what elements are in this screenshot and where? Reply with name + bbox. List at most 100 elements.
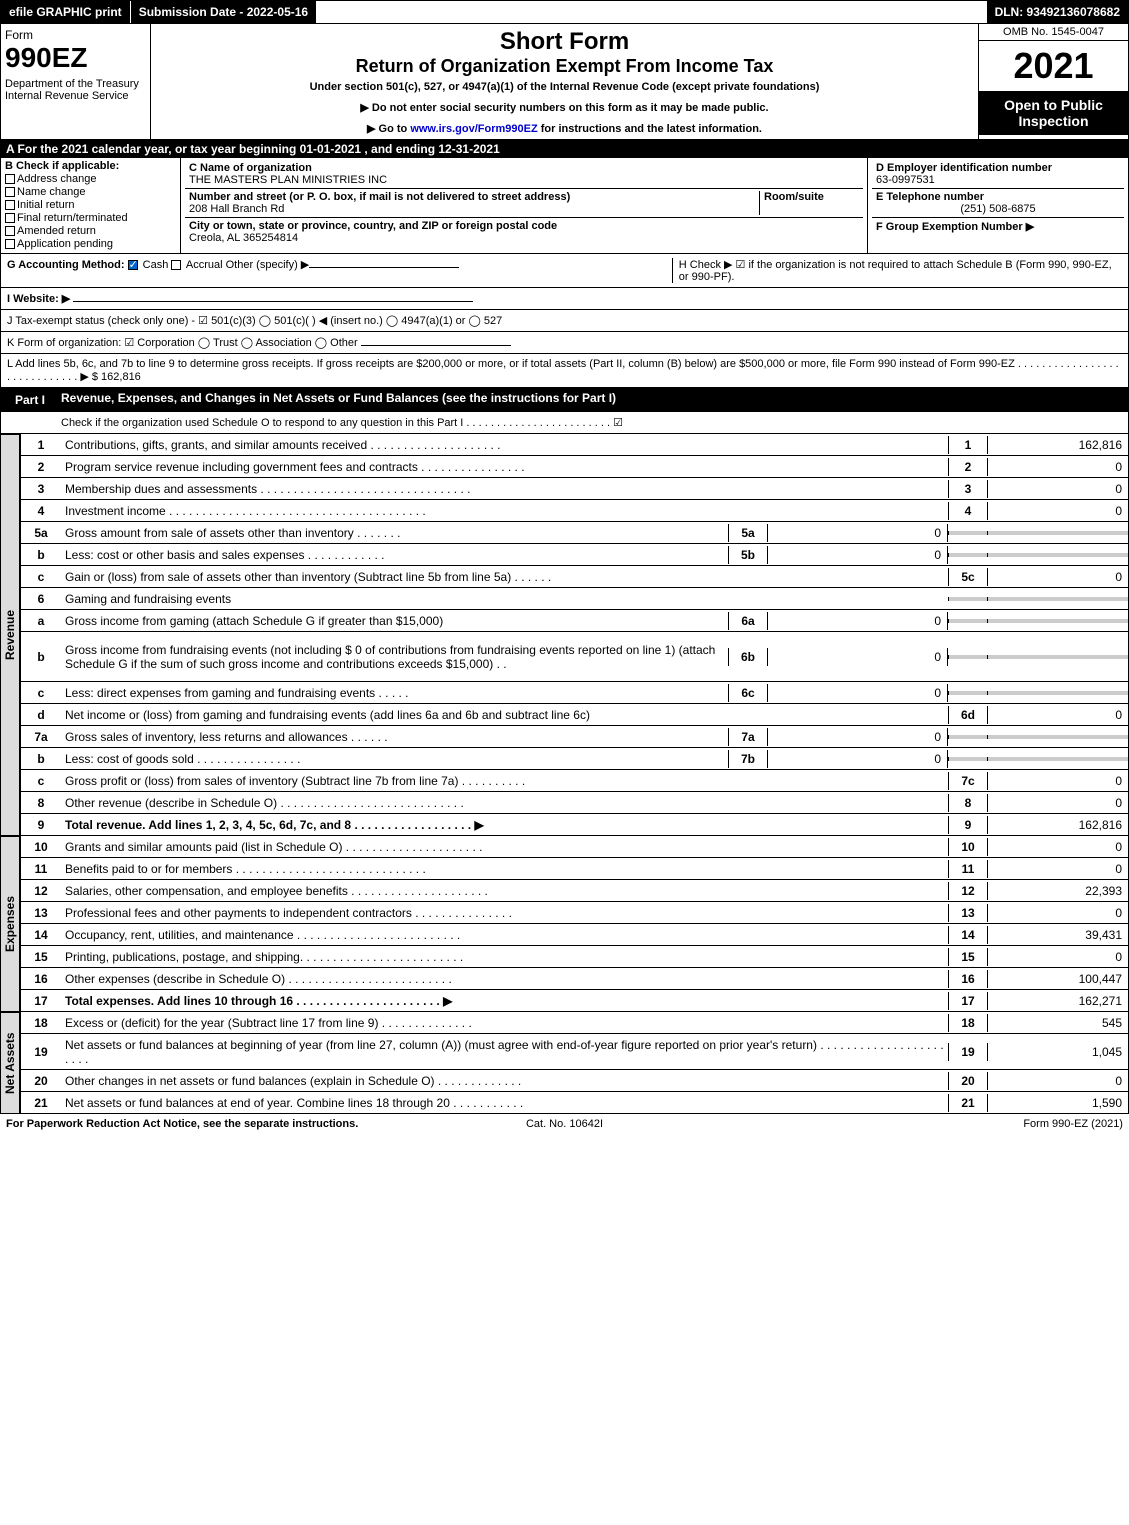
line-3-desc: Membership dues and assessments . . . . … — [61, 480, 948, 498]
line-12-num: 12 — [948, 882, 988, 900]
line-16-desc: Other expenses (describe in Schedule O) … — [61, 970, 948, 988]
line-17-num: 17 — [948, 992, 988, 1010]
line-17-amount: 162,271 — [988, 992, 1128, 1010]
final-return-checkbox[interactable] — [5, 213, 15, 223]
instructions-link-line: ▶ Go to www.irs.gov/Form990EZ for instru… — [155, 122, 974, 135]
line-2-amount: 0 — [988, 458, 1128, 476]
city-label: City or town, state or province, country… — [189, 220, 859, 232]
city-state-zip: Creola, AL 365254814 — [189, 232, 859, 244]
efile-print-button[interactable]: efile GRAPHIC print — [1, 1, 131, 23]
line-5a-subval: 0 — [768, 524, 948, 542]
line-6d-desc: Net income or (loss) from gaming and fun… — [61, 706, 948, 724]
line-13-amount: 0 — [988, 904, 1128, 922]
accounting-method-label: G Accounting Method: — [7, 259, 125, 271]
other-method-label: Other (specify) ▶ — [226, 259, 310, 271]
line-4-amount: 0 — [988, 502, 1128, 520]
line-19-num: 19 — [948, 1043, 988, 1061]
street-address: 208 Hall Branch Rd — [189, 203, 759, 215]
line-13-desc: Professional fees and other payments to … — [61, 904, 948, 922]
room-suite-label: Room/suite — [764, 191, 859, 203]
section-note: Under section 501(c), 527, or 4947(a)(1)… — [155, 81, 974, 93]
line-16-num: 16 — [948, 970, 988, 988]
line-6d-num: 6d — [948, 706, 988, 724]
line-9-desc: Total revenue. Add lines 1, 2, 3, 4, 5c,… — [61, 816, 948, 834]
line-1-num: 1 — [948, 436, 988, 454]
cash-checkbox[interactable] — [128, 260, 138, 270]
address-change-checkbox[interactable] — [5, 174, 15, 184]
department-label: Department of the Treasury Internal Reve… — [5, 78, 146, 102]
line-6b-subval: 0 — [768, 648, 948, 666]
line-12-desc: Salaries, other compensation, and employ… — [61, 882, 948, 900]
instructions-link[interactable]: www.irs.gov/Form990EZ — [410, 123, 537, 135]
accrual-checkbox[interactable] — [171, 260, 181, 270]
part-i-header: Part I Revenue, Expenses, and Changes in… — [0, 388, 1129, 412]
line-14-num: 14 — [948, 926, 988, 944]
line-6-desc: Gaming and fundraising events — [61, 590, 948, 608]
ein-value: 63-0997531 — [876, 174, 1120, 186]
group-exemption-label: F Group Exemption Number ▶ — [876, 220, 1120, 233]
footer-form-ref: Form 990-EZ (2021) — [751, 1118, 1123, 1130]
part-i-check: Check if the organization used Schedule … — [0, 412, 1129, 434]
line-18-num: 18 — [948, 1014, 988, 1032]
line-6b-sub: 6b — [728, 648, 768, 666]
section-b-label: B Check if applicable: — [5, 160, 176, 172]
line-7b-subval: 0 — [768, 750, 948, 768]
initial-return-label: Initial return — [17, 199, 74, 211]
application-pending-label: Application pending — [17, 238, 113, 250]
top-bar: efile GRAPHIC print Submission Date - 20… — [0, 0, 1129, 24]
telephone-value: (251) 508-6875 — [876, 203, 1120, 215]
form-subtitle: Return of Organization Exempt From Incom… — [155, 56, 974, 77]
public-inspection-badge: Open to Public Inspection — [979, 91, 1128, 135]
name-change-checkbox[interactable] — [5, 187, 15, 197]
line-10-desc: Grants and similar amounts paid (list in… — [61, 838, 948, 856]
line-8-desc: Other revenue (describe in Schedule O) .… — [61, 794, 948, 812]
section-d-e-f: D Employer identification number 63-0997… — [868, 158, 1128, 253]
line-5c-amount: 0 — [988, 568, 1128, 586]
line-16-amount: 100,447 — [988, 970, 1128, 988]
line-8-amount: 0 — [988, 794, 1128, 812]
address-change-label: Address change — [17, 173, 97, 185]
footer-paperwork-notice: For Paperwork Reduction Act Notice, see … — [6, 1118, 378, 1130]
line-2-desc: Program service revenue including govern… — [61, 458, 948, 476]
line-5b-desc: Less: cost or other basis and sales expe… — [61, 546, 728, 564]
omb-number: OMB No. 1545-0047 — [979, 24, 1128, 41]
line-3-num: 3 — [948, 480, 988, 498]
net-assets-side-label: Net Assets — [0, 1012, 20, 1114]
line-5b-subval: 0 — [768, 546, 948, 564]
form-of-organization: K Form of organization: ☑ Corporation ◯ … — [7, 337, 358, 349]
line-10-num: 10 — [948, 838, 988, 856]
application-pending-checkbox[interactable] — [5, 239, 15, 249]
line-6a-subval: 0 — [768, 612, 948, 630]
form-label: Form — [5, 28, 146, 42]
line-5c-desc: Gain or (loss) from sale of assets other… — [61, 568, 948, 586]
amended-return-label: Amended return — [17, 225, 96, 237]
line-6c-sub: 6c — [728, 684, 768, 702]
line-8-num: 8 — [948, 794, 988, 812]
line-18-amount: 545 — [988, 1014, 1128, 1032]
initial-return-checkbox[interactable] — [5, 200, 15, 210]
line-5a-sub: 5a — [728, 524, 768, 542]
form-header: Form 990EZ Department of the Treasury In… — [0, 24, 1129, 140]
line-5a-desc: Gross amount from sale of assets other t… — [61, 524, 728, 542]
line-4-num: 4 — [948, 502, 988, 520]
expenses-side-label: Expenses — [0, 836, 20, 1012]
line-7c-desc: Gross profit or (loss) from sales of inv… — [61, 772, 948, 790]
form-title: Short Form — [155, 28, 974, 56]
line-20-desc: Other changes in net assets or fund bala… — [61, 1072, 948, 1090]
amended-return-checkbox[interactable] — [5, 226, 15, 236]
line-15-desc: Printing, publications, postage, and shi… — [61, 948, 948, 966]
line-10-amount: 0 — [988, 838, 1128, 856]
line-6d-amount: 0 — [988, 706, 1128, 724]
line-12-amount: 22,393 — [988, 882, 1128, 900]
line-15-num: 15 — [948, 948, 988, 966]
telephone-label: E Telephone number — [876, 191, 1120, 203]
part-i-label: Part I — [7, 391, 53, 409]
section-a-calendar-year: A For the 2021 calendar year, or tax yea… — [0, 140, 1129, 158]
ssn-warning: ▶ Do not enter social security numbers o… — [155, 101, 974, 114]
part-i-title: Revenue, Expenses, and Changes in Net As… — [61, 391, 1122, 409]
website-field[interactable] — [73, 301, 473, 302]
section-l-gross-receipts: L Add lines 5b, 6c, and 7b to line 9 to … — [7, 358, 1119, 383]
line-9-amount: 162,816 — [988, 816, 1128, 834]
line-7a-desc: Gross sales of inventory, less returns a… — [61, 728, 728, 746]
line-11-amount: 0 — [988, 860, 1128, 878]
